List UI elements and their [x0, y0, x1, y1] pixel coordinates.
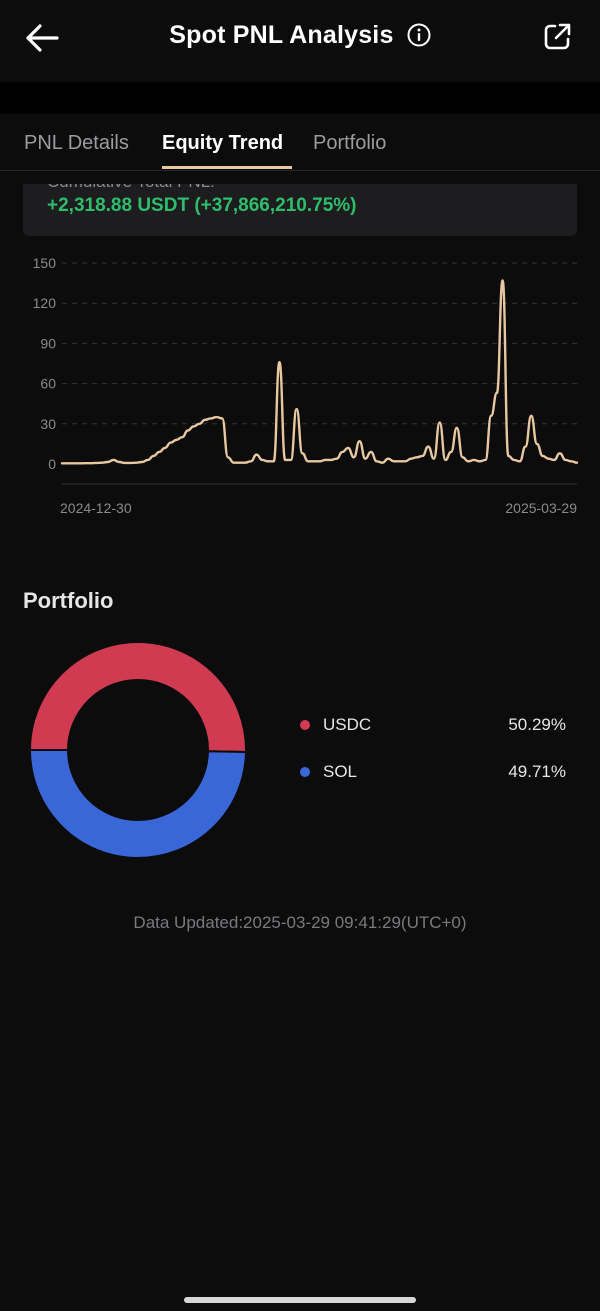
- tab-bar: PNL Details Equity Trend Portfolio: [0, 114, 600, 171]
- page-title: Spot PNL Analysis: [169, 20, 394, 49]
- back-arrow-icon[interactable]: [24, 22, 60, 54]
- tab-equity-trend[interactable]: Equity Trend: [162, 132, 284, 154]
- home-indicator: [184, 1297, 416, 1303]
- top-bar: Spot PNL Analysis: [0, 0, 600, 82]
- info-icon[interactable]: [407, 23, 431, 47]
- page-title-group: Spot PNL Analysis: [0, 20, 600, 50]
- usdc-slice[interactable]: [28, 641, 247, 753]
- y-tick-label: 0: [48, 456, 56, 472]
- legend-usdc-percent: 50.29%: [508, 715, 566, 734]
- banner-strip: [0, 82, 600, 114]
- cumulative-pnl-card: Cumulative Total PNL: +2,318.88 USDT (+3…: [23, 184, 577, 236]
- data-updated-timestamp: Data Updated:2025-03-29 09:41:29(UTC+0): [133, 913, 467, 932]
- sol-slice[interactable]: [28, 749, 248, 859]
- active-tab-indicator: [162, 166, 292, 169]
- y-tick-label: 120: [33, 295, 57, 311]
- cumulative-pnl-value: +2,318.88 USDT (+37,866,210.75%): [47, 195, 357, 216]
- y-tick-label: 90: [40, 335, 56, 351]
- y-tick-label: 150: [33, 255, 57, 271]
- sol-dot-icon: [300, 767, 310, 777]
- legend-item-usdc: USDC 50.29%: [300, 714, 568, 738]
- portfolio-donut-chart[interactable]: [24, 636, 252, 864]
- cumulative-pnl-label: Cumulative Total PNL:: [47, 184, 215, 192]
- tab-portfolio[interactable]: Portfolio: [313, 132, 387, 154]
- x-tick-label: 2025-03-29: [505, 500, 577, 516]
- usdc-dot-icon: [300, 720, 310, 730]
- legend-sol-percent: 49.71%: [508, 762, 566, 781]
- equity-series-line: [60, 279, 579, 465]
- portfolio-section-title: Portfolio: [23, 588, 114, 613]
- legend-usdc-label: USDC: [323, 715, 372, 734]
- y-tick-label: 30: [40, 416, 56, 432]
- equity-trend-chart[interactable]: 0 30 60 90 120 150 2024-12-30 2025-03-29: [0, 240, 600, 530]
- share-icon[interactable]: [542, 22, 572, 52]
- tab-pnl-details[interactable]: PNL Details: [24, 132, 129, 154]
- legend-item-sol: SOL 49.71%: [300, 761, 568, 785]
- y-tick-label: 60: [40, 376, 56, 392]
- x-tick-label: 2024-12-30: [60, 500, 132, 516]
- legend-sol-label: SOL: [323, 762, 358, 781]
